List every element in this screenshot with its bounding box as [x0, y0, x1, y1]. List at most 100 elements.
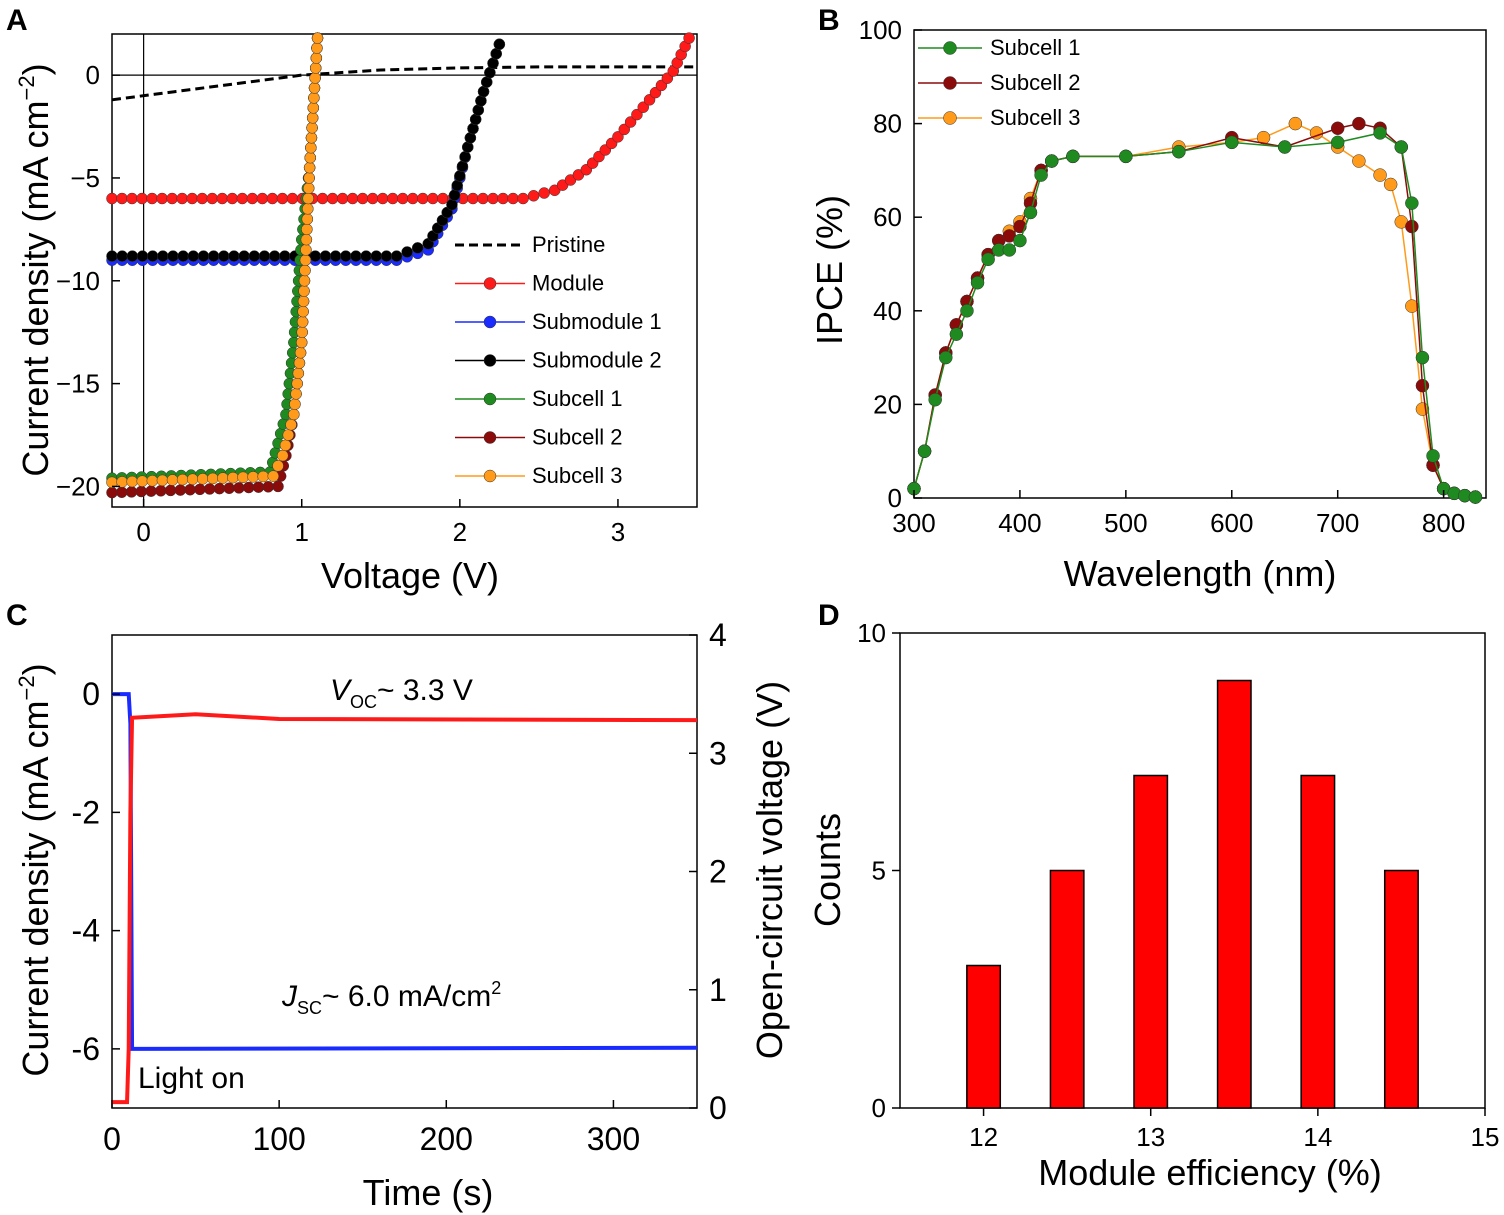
series-marker	[126, 192, 138, 205]
series-marker	[309, 62, 322, 74]
bar	[1133, 774, 1169, 1109]
series-marker	[223, 482, 235, 494]
series-marker	[248, 250, 261, 262]
series-marker	[390, 250, 403, 262]
series-marker	[1426, 449, 1440, 463]
y-tick-label: −5	[70, 163, 100, 193]
series-marker	[145, 485, 157, 497]
x-tick-label: 12	[969, 1122, 998, 1152]
series-marker	[297, 305, 309, 318]
legend-label: Subcell 3	[532, 463, 623, 488]
series-marker	[928, 392, 942, 407]
series-marker	[247, 471, 259, 483]
series-marker	[177, 250, 189, 262]
panel-letter-a: A	[6, 4, 28, 37]
series-marker	[155, 485, 167, 497]
series-marker	[242, 481, 255, 494]
legend-label: Submodule 2	[532, 348, 662, 373]
series-marker	[456, 160, 469, 173]
series-marker	[279, 439, 292, 452]
series-marker	[1394, 140, 1409, 154]
panel-c: C 0 100 200 300 0 -2 -4 -6 0 1 2 3 4 Time (s) Curren…	[6, 599, 790, 1213]
series-marker	[297, 295, 310, 308]
series-marker	[1288, 116, 1303, 131]
x-axis-label-b: Wavelength (nm)	[1064, 553, 1337, 594]
series-marker	[1330, 135, 1345, 150]
series-marker	[135, 485, 148, 498]
bar	[1216, 679, 1252, 1109]
series-marker	[397, 192, 409, 205]
plot-frame-a	[111, 33, 698, 508]
series-marker	[285, 418, 297, 431]
jsc-annotation-value: ~ 6.0 mA/cm	[322, 980, 491, 1013]
legend-label: Submodule 1	[532, 309, 662, 334]
series-marker	[272, 460, 284, 472]
y2-tick-label: 4	[709, 617, 727, 653]
series-marker	[356, 192, 369, 205]
series-marker	[294, 347, 307, 359]
y-tick-label: −20	[56, 471, 100, 501]
series-marker	[346, 192, 359, 205]
y-tick-label: −10	[56, 266, 100, 296]
series-marker	[257, 470, 269, 483]
series-marker	[246, 192, 259, 205]
series-marker	[1415, 378, 1430, 393]
series-marker	[467, 192, 479, 205]
series-marker	[981, 252, 995, 267]
series-marker	[309, 250, 322, 262]
series-line	[112, 37, 690, 200]
series-marker	[960, 304, 974, 318]
series-marker	[146, 192, 158, 205]
ticks-c: 0 100 200 300 0 -2 -4 -6 0 1 2 3 4	[72, 617, 727, 1157]
zero-lines-a	[112, 34, 697, 507]
series-marker	[213, 482, 226, 495]
panel-a: A 0 1 2 3 0 −5 −10 −15 −20 Voltage (V) Current d…	[6, 4, 698, 596]
series-marker	[292, 367, 305, 380]
y-tick-label: 100	[859, 15, 902, 45]
series-marker	[206, 192, 219, 205]
series-marker	[299, 264, 311, 277]
series-marker	[296, 316, 309, 328]
x-tick-label: 300	[892, 508, 935, 538]
series-marker	[1415, 350, 1430, 365]
series-marker	[477, 192, 489, 205]
y-tick-label: 60	[873, 202, 902, 232]
series-marker	[279, 250, 291, 262]
series-marker	[156, 192, 168, 205]
series-marker	[197, 250, 210, 262]
series-marker	[1034, 168, 1048, 182]
y-tick-label: -4	[72, 913, 100, 949]
series-marker	[1044, 154, 1059, 168]
series-marker	[336, 192, 349, 205]
legend-marker	[943, 41, 957, 55]
series-marker	[454, 170, 466, 182]
series-marker	[305, 132, 318, 144]
bar	[1300, 774, 1336, 1109]
series-marker	[302, 182, 315, 194]
series-marker	[298, 285, 310, 297]
series-marker	[1119, 149, 1133, 164]
series-marker	[258, 250, 271, 262]
y-tick-label: −15	[56, 369, 100, 399]
x-axis-label-c: Time (s)	[363, 1172, 494, 1213]
y-tick-label: 40	[873, 296, 902, 326]
series-marker	[299, 254, 312, 266]
series-marker	[116, 192, 128, 205]
series-marker	[637, 101, 649, 113]
y-axis-label-c: Current density (mA cm−2)	[14, 663, 56, 1076]
series-marker	[184, 483, 196, 496]
series-marker	[216, 192, 229, 205]
series-marker	[538, 187, 550, 199]
series-marker	[386, 192, 399, 205]
series-a	[106, 32, 697, 499]
series-marker	[459, 150, 471, 163]
series-marker	[309, 72, 321, 84]
series-marker	[1373, 126, 1387, 140]
series-marker	[126, 475, 138, 488]
series-marker	[350, 250, 362, 262]
series-marker	[1352, 154, 1366, 168]
x-tick-label: 1	[294, 517, 308, 547]
x-tick-label: 13	[1136, 1122, 1165, 1152]
legend-b: Subcell 1 Subcell 2 Subcell 3	[918, 35, 1081, 130]
